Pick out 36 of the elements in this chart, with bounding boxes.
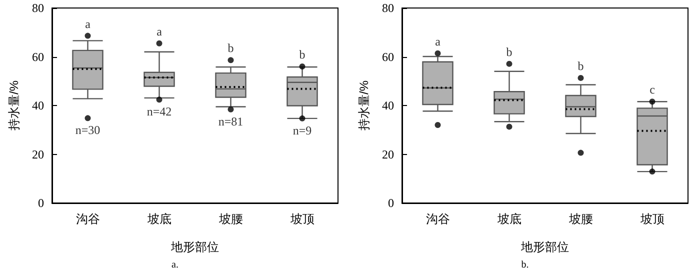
y-tick-label: 20 xyxy=(382,147,394,162)
annotation: n=42 xyxy=(146,104,172,119)
x-tick-label: 坡底 xyxy=(146,212,172,226)
annotation: b xyxy=(228,41,234,56)
x-axis-title: 地形部位 xyxy=(520,240,569,254)
y-tick-label: 80 xyxy=(32,1,44,15)
y-tick-label: 0 xyxy=(388,196,394,210)
x-tick-label: 坡顶 xyxy=(289,212,314,226)
text: b. xyxy=(521,260,529,270)
text: a. xyxy=(172,260,178,270)
annotation: b xyxy=(506,44,512,59)
x-tick-label: 坡底 xyxy=(496,212,522,226)
y-tick-label: 60 xyxy=(32,50,44,64)
x-tick-label: 沟谷 xyxy=(76,212,100,226)
y-axis-title: 持水量/% xyxy=(7,80,21,131)
y-tick-label: 80 xyxy=(382,1,394,15)
annotation: a xyxy=(435,34,442,48)
x-tick-label: 坡腰 xyxy=(568,212,593,226)
y-tick-label: 40 xyxy=(32,98,44,112)
annotation: b xyxy=(299,48,306,62)
y-axis-title: 持水量/% xyxy=(357,80,371,131)
annotation: b xyxy=(578,58,584,73)
annotation: c xyxy=(650,82,655,97)
annotation: a xyxy=(156,24,163,38)
y-tick-label: 60 xyxy=(382,50,394,64)
x-tick-label: 坡顶 xyxy=(639,212,664,226)
y-tick-label: 0 xyxy=(38,196,44,210)
annotation: a xyxy=(85,16,92,31)
x-axis-title: 地形部位 xyxy=(170,240,219,254)
annotation: n=81 xyxy=(218,114,244,128)
x-tick-label: 坡腰 xyxy=(218,212,243,226)
y-tick-label: 20 xyxy=(32,147,44,162)
y-tick-label: 40 xyxy=(382,98,394,112)
annotation: n=30 xyxy=(75,123,100,138)
annotation: n=9 xyxy=(292,123,312,138)
x-tick-label: 沟谷 xyxy=(426,212,450,226)
